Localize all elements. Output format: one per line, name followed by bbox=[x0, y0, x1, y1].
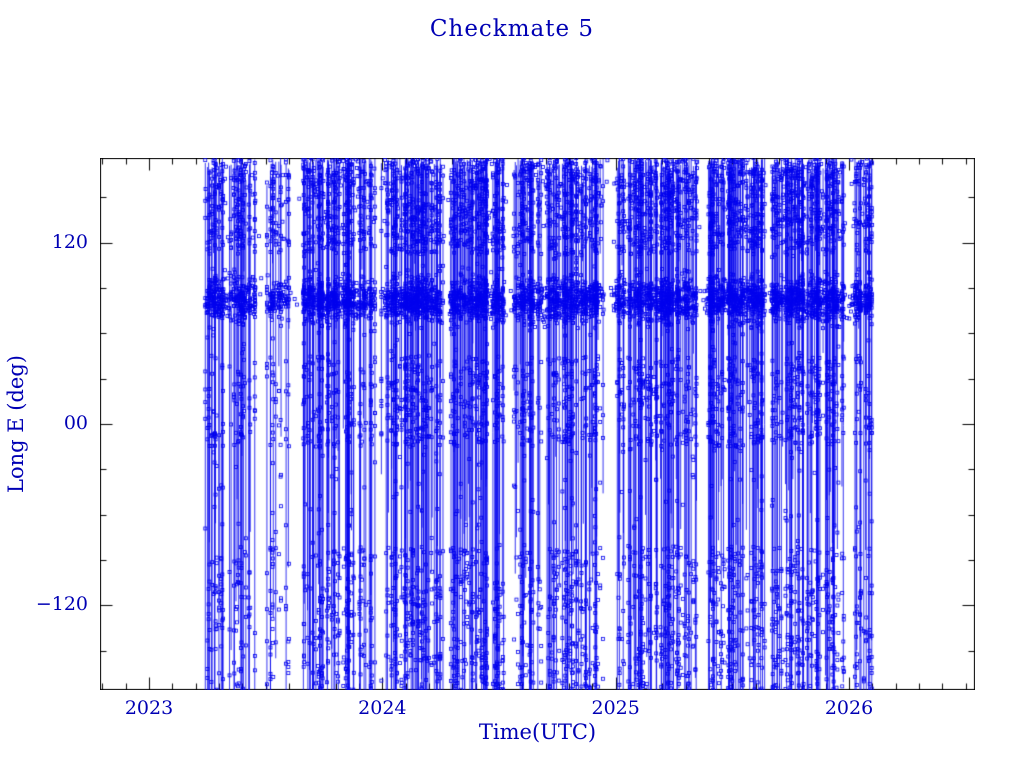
plot-area bbox=[100, 158, 975, 690]
x-axis-label: Time(UTC) bbox=[478, 720, 597, 744]
x-tick-label: 2026 bbox=[824, 697, 874, 719]
plot-canvas bbox=[100, 158, 975, 690]
y-tick-label: −120 bbox=[35, 593, 88, 616]
x-tick-label: 2025 bbox=[591, 697, 640, 719]
y-tick-label: 00 bbox=[63, 411, 88, 434]
x-tick-label: 2023 bbox=[124, 697, 174, 719]
x-tick-label: 2024 bbox=[358, 697, 407, 719]
y-tick-label: 120 bbox=[51, 230, 88, 253]
chart-title: Checkmate 5 bbox=[429, 16, 595, 42]
